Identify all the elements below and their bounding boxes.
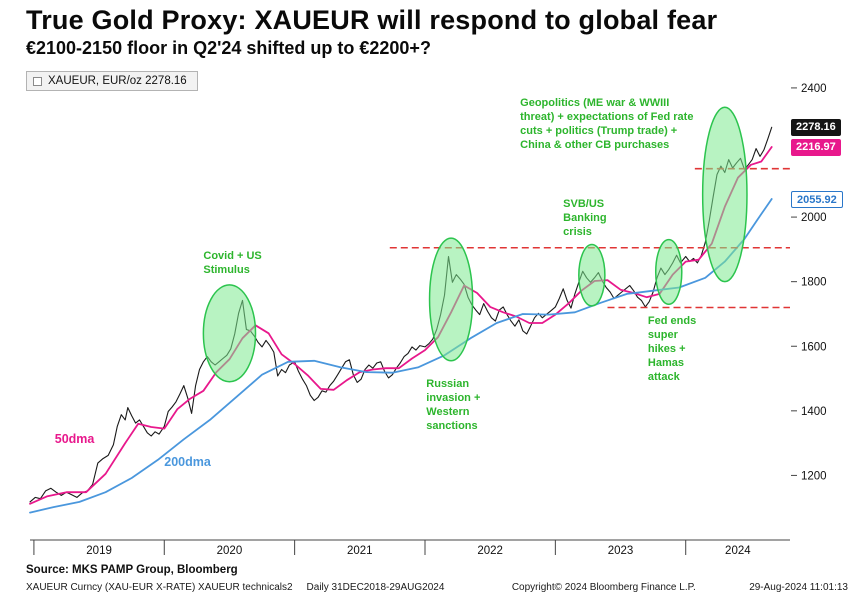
series-label-50dma: 50dma (54, 431, 95, 446)
x-tick-label: 2021 (347, 545, 373, 557)
highlight-ellipse-russia (428, 237, 474, 362)
x-tick-label: 2024 (725, 545, 751, 557)
timestamp: 29-Aug-2024 11:01:13 (749, 582, 848, 593)
chart-annotation: Geopolitics (ME war & WWIII threat) + ex… (520, 96, 694, 151)
footer-meta: XAUEUR Curncy (XAU-EUR X-RATE) XAUEUR te… (26, 582, 848, 593)
instrument-info: XAUEUR Curncy (XAU-EUR X-RATE) XAUEUR te… (26, 582, 293, 593)
source-line: Source: MKS PAMP Group, Bloomberg (26, 564, 238, 576)
x-tick-label: 2020 (217, 545, 243, 557)
series-50dma (29, 146, 773, 505)
y-tick-label: 2000 (801, 212, 827, 224)
series-swatch-icon (33, 76, 42, 86)
y-tick-label: 2400 (801, 83, 827, 95)
x-tick-label: 2023 (608, 545, 634, 557)
highlight-ellipse-svb (578, 243, 606, 307)
page-subtitle: €2100-2150 floor in Q2'24 shifted up to … (26, 38, 431, 58)
chart-annotation: Russian invasion + Western sanctions (426, 377, 481, 432)
y-tick-label: 1800 (801, 277, 827, 289)
last-price-badge: 2278.16 (791, 118, 841, 136)
y-tick-label: 1200 (801, 470, 827, 482)
highlight-ellipse-fed-hamas (654, 238, 683, 306)
x-tick-label: 2022 (477, 545, 503, 557)
last-price-badge: 2055.92 (791, 190, 843, 208)
last-price-badge: 2216.97 (791, 138, 841, 156)
highlight-ellipse-geopolitics (701, 106, 748, 283)
y-tick-label: 1400 (801, 406, 827, 418)
copyright-notice: Copyright© 2024 Bloomberg Finance L.P. (511, 582, 696, 593)
x-tick-label: 2019 (86, 545, 112, 557)
terminal-info: XAUEUR Curncy (XAU-EUR X-RATE) XAUEUR te… (26, 582, 458, 593)
chart-annotation: Fed ends super hikes + Hamas attack (647, 314, 697, 384)
series-legend[interactable]: XAUEUR, EUR/oz 2278.16 (26, 71, 198, 91)
series-label-200dma: 200dma (164, 455, 211, 470)
page-title: True Gold Proxy: XAUEUR will respond to … (26, 5, 718, 35)
y-tick-label: 1600 (801, 341, 827, 353)
period-info: Daily 31DEC2018-29AUG2024 (306, 582, 445, 593)
highlight-ellipse-covid (202, 284, 257, 383)
chart-annotation: SVB/US Banking crisis (563, 198, 607, 239)
legend-label: XAUEUR, EUR/oz 2278.16 (48, 75, 187, 87)
chart-annotation: Covid + US Stimulus (203, 250, 262, 277)
